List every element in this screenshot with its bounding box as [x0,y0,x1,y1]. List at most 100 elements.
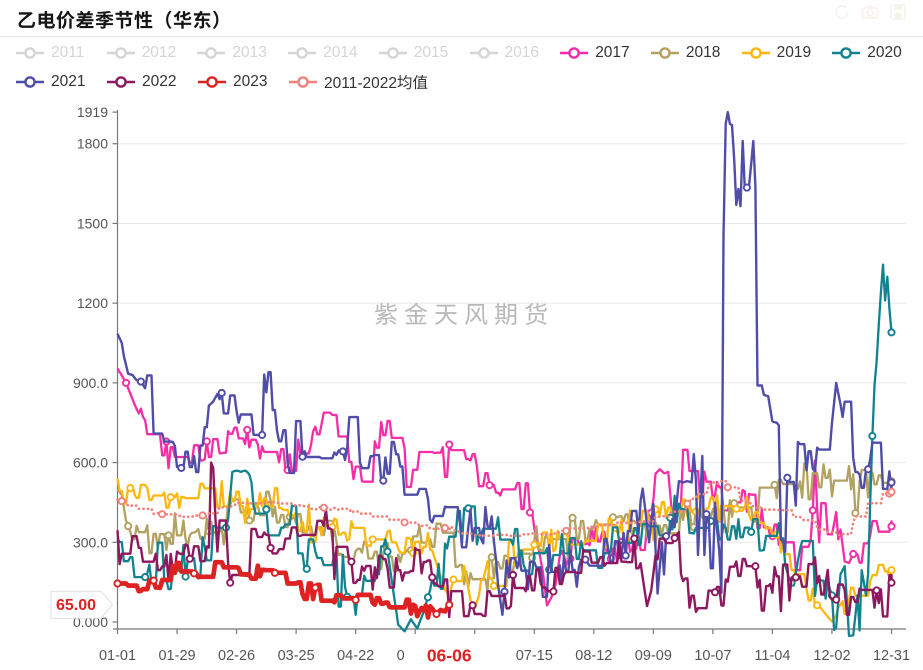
series-marker-2022 [791,573,800,582]
series-marker-2023 [190,569,199,578]
series-marker-2011-2022均值 [562,526,571,535]
legend-icon-circle [296,47,308,59]
series-marker-2022 [710,588,720,597]
series-marker-2011-2022均值 [158,510,167,519]
series-marker-2019 [449,575,458,584]
legend-item-2013[interactable]: 2013 [197,42,267,64]
restore-arrowhead [843,4,847,8]
series-marker-2019 [368,535,377,544]
camera-icon[interactable] [861,3,879,21]
legend-icon-circle [477,47,490,59]
current-value-tag [50,590,114,619]
x-axis-label: 12-31 [873,648,910,664]
legend-item-2012[interactable]: 2012 [106,42,176,64]
legend-line-icon [288,47,317,59]
legend-item-2017[interactable]: 2017 [560,42,630,64]
series-marker-2021 [258,430,267,439]
legend-label: 2011 [51,44,85,61]
series-marker-2023 [270,568,279,577]
series-marker-2018 [770,480,779,489]
legend-item-2015[interactable]: 2015 [378,42,448,64]
series-marker-2017 [525,508,535,517]
series-marker-2011-2022均值 [440,523,450,532]
series-marker-2020 [262,505,271,514]
series-marker-2017 [887,522,896,531]
legend-item-2022[interactable]: 2022 [107,71,176,93]
series-line-2021 [116,110,893,616]
series-marker-2022 [872,586,881,595]
legend-icon-circle [659,47,671,59]
series-marker-2017 [243,425,252,434]
restore-arc [835,5,849,19]
series-marker-2011-2022均值 [887,487,896,496]
series-marker-2018 [245,516,254,525]
save-label [894,5,902,10]
legend-label: 2011-2022均值 [324,75,428,92]
series-marker-2019 [126,484,135,493]
camera-icon-glyph [861,5,879,19]
series-marker-2022 [226,578,235,587]
legend-icon-circle [205,47,218,59]
y-axis-label: 1200 [77,295,108,311]
series-marker-2011-2022均值 [319,503,328,512]
camera-top [867,5,873,9]
x-axis-label: 08-12 [575,648,612,664]
legend-item-2020[interactable]: 2020 [832,42,902,64]
legend-line-icon [197,47,226,59]
legend-label: 2020 [867,44,902,61]
series-marker-2022 [468,601,477,610]
legend-item-2021[interactable]: 2021 [16,71,85,93]
watermark: 紫金天风期货 [374,295,554,330]
legend-item-2014[interactable]: 2014 [288,42,358,64]
y-axis-label: 1919 [77,104,108,120]
legend-item-2018[interactable]: 2018 [650,42,720,64]
series-marker-2022 [549,587,558,596]
y-axis-label: 900.0 [73,375,108,391]
series-marker-2021 [136,377,145,386]
series-line-2020 [116,263,893,637]
series-marker-2023 [149,576,158,585]
series-marker-2020 [181,572,190,581]
legend-item-2019[interactable]: 2019 [741,42,811,64]
series-marker-2021 [177,463,186,472]
legend-line-icon [469,47,498,59]
save-image-icon[interactable] [889,3,907,21]
legend-icon-circle [115,76,127,88]
legend-item-2011-2022均值[interactable]: 2011-2022均值 [289,71,428,93]
series-marker-2017 [121,378,131,387]
legend-icon-circle [24,47,36,59]
series-marker-2019 [732,504,741,513]
restore-icon-glyph [835,4,849,19]
series-marker-2021 [379,476,388,485]
series-line-2011-2022均值 [116,479,893,538]
series-marker-2022 [508,570,518,580]
series-line-2023 [117,559,452,620]
series-marker-2017 [808,506,817,515]
series-marker-2017 [202,437,211,446]
x-axis-label: 09-09 [635,648,672,664]
save-body [890,4,906,20]
legend-line-icon [106,47,135,59]
x-axis-label: 11-04 [754,648,790,664]
series-marker-2022 [887,578,896,587]
legend-line-icon [16,47,44,59]
series-marker-2011-2022均值 [400,518,409,527]
legend-item-2023[interactable]: 2023 [198,71,267,93]
series-marker-2017 [485,481,494,490]
series-marker-2018 [851,509,860,518]
series-marker-2023 [432,609,441,619]
legend-label: 2022 [142,73,177,90]
legend-line-icon [107,76,135,88]
series-marker-2022 [630,534,639,543]
legend-item-2011[interactable]: 2011 [16,42,84,64]
restore-icon[interactable] [833,3,851,21]
legend-icon-circle [24,76,36,88]
legend-label: 2017 [595,44,630,61]
series-marker-2017 [445,440,454,449]
series-marker-2011-2022均值 [117,497,126,506]
legend-item-2016[interactable]: 2016 [469,42,539,64]
save-slider [894,13,902,19]
series-marker-2019 [166,493,175,502]
